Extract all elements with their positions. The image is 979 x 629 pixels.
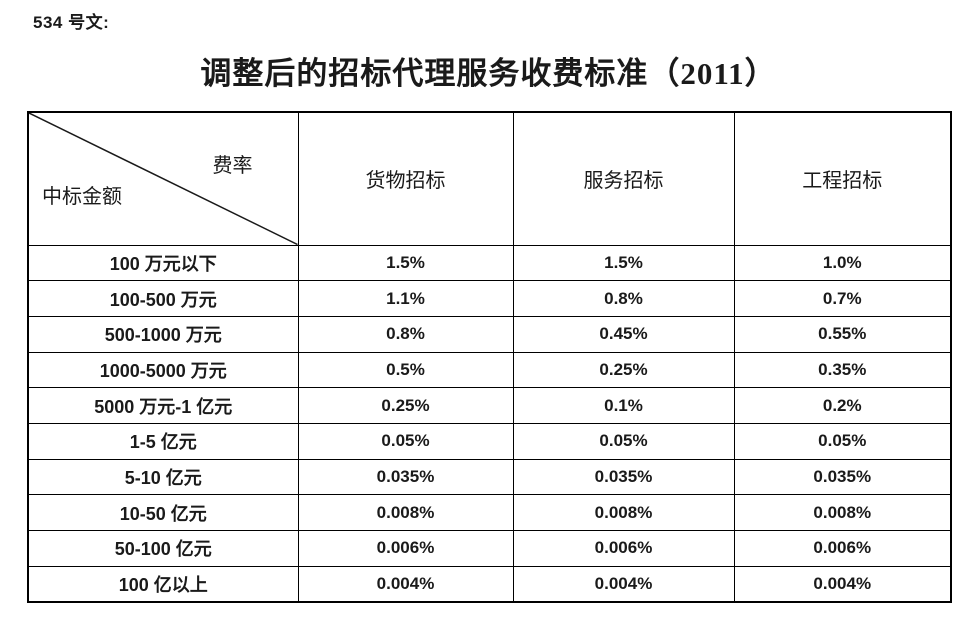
table-row: 50-100 亿元 0.006% 0.006% 0.006% xyxy=(27,530,952,567)
row-label: 1-5 亿元 xyxy=(27,422,299,460)
corner-label-rate: 费率 xyxy=(212,155,253,177)
column-header-goods: 货物招标 xyxy=(297,111,514,246)
header-row: 费率 中标金额 货物招标 服务招标 工程招标 xyxy=(27,111,952,246)
row-label: 100 亿以上 xyxy=(27,565,299,603)
row-label: 10-50 亿元 xyxy=(27,494,299,531)
doc-number-label: 534 号文: xyxy=(33,13,110,32)
fee-value-cell: 0.004% xyxy=(733,565,952,603)
row-label: 100-500 万元 xyxy=(27,280,299,317)
fee-value-cell: 0.1% xyxy=(512,387,735,424)
table-row: 1000-5000 万元 0.5% 0.25% 0.35% xyxy=(27,351,952,389)
corner-header-cell: 费率 中标金额 xyxy=(27,111,299,246)
table-row: 500-1000 万元 0.8% 0.45% 0.55% xyxy=(27,315,952,353)
fee-value-cell: 0.05% xyxy=(733,422,952,460)
row-label: 5000 万元-1 亿元 xyxy=(27,387,299,424)
diagonal-divider xyxy=(29,113,298,245)
fee-value-cell: 0.45% xyxy=(512,315,735,353)
table-row: 5-10 亿元 0.035% 0.035% 0.035% xyxy=(27,458,952,496)
fee-value-cell: 0.05% xyxy=(512,422,735,460)
fee-value-cell: 0.25% xyxy=(512,351,735,389)
fee-value-cell: 0.5% xyxy=(297,351,514,389)
table-row: 100 亿以上 0.004% 0.004% 0.004% xyxy=(27,565,952,603)
corner-label-amount: 中标金额 xyxy=(42,185,122,208)
column-header-service: 服务招标 xyxy=(512,111,735,246)
fee-value-cell: 0.8% xyxy=(297,315,514,353)
fee-value-cell: 0.25% xyxy=(297,387,514,424)
fee-value-cell: 0.004% xyxy=(512,565,735,603)
fee-value-cell: 0.2% xyxy=(733,387,952,424)
table-row: 10-50 亿元 0.008% 0.008% 0.008% xyxy=(27,494,952,531)
fee-value-cell: 0.006% xyxy=(733,530,952,567)
fee-value-cell: 0.035% xyxy=(733,458,952,496)
fee-value-cell: 1.0% xyxy=(733,244,952,282)
row-label: 50-100 亿元 xyxy=(27,530,299,567)
fee-value-cell: 0.006% xyxy=(297,530,514,567)
fee-value-cell: 0.35% xyxy=(733,351,952,389)
row-label: 500-1000 万元 xyxy=(27,315,299,353)
column-header-engineering: 工程招标 xyxy=(733,111,952,246)
fee-value-cell: 0.8% xyxy=(512,280,735,317)
fee-value-cell: 0.035% xyxy=(512,458,735,496)
page-title: 调整后的招标代理服务收费标准（2011） xyxy=(200,56,777,91)
fee-value-cell: 0.008% xyxy=(512,494,735,531)
fee-value-cell: 0.008% xyxy=(297,494,514,531)
row-label: 100 万元以下 xyxy=(27,244,299,282)
fee-value-cell: 1.5% xyxy=(512,244,735,282)
table-row: 100 万元以下 1.5% 1.5% 1.0% xyxy=(27,244,952,282)
fee-value-cell: 0.035% xyxy=(297,458,514,496)
row-label: 1000-5000 万元 xyxy=(27,351,299,389)
fee-value-cell: 0.7% xyxy=(733,280,952,317)
fee-value-cell: 1.5% xyxy=(297,244,514,282)
fee-value-cell: 0.55% xyxy=(733,315,952,353)
row-label: 5-10 亿元 xyxy=(27,458,299,496)
table-row: 5000 万元-1 亿元 0.25% 0.1% 0.2% xyxy=(27,387,952,424)
fee-value-cell: 1.1% xyxy=(297,280,514,317)
table-row: 100-500 万元 1.1% 0.8% 0.7% xyxy=(27,280,952,317)
fee-rate-table: 费率 中标金额 货物招标 服务招标 工程招标 100 万元以下 1.5% 1.5… xyxy=(27,111,952,603)
fee-value-cell: 0.004% xyxy=(297,565,514,603)
fee-value-cell: 0.008% xyxy=(733,494,952,531)
table-row: 1-5 亿元 0.05% 0.05% 0.05% xyxy=(27,422,952,460)
fee-value-cell: 0.05% xyxy=(297,422,514,460)
fee-value-cell: 0.006% xyxy=(512,530,735,567)
